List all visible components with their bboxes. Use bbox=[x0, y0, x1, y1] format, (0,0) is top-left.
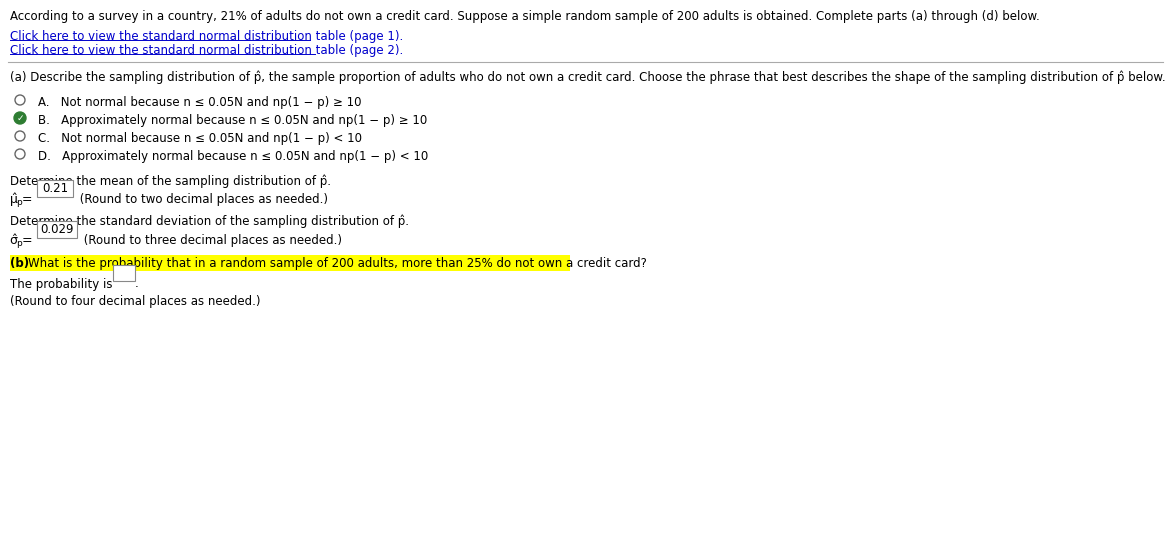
Text: σ̂ =: σ̂ = bbox=[11, 234, 33, 247]
Text: 0.21: 0.21 bbox=[42, 182, 68, 195]
Text: Determine the standard deviation of the sampling distribution of p̂.: Determine the standard deviation of the … bbox=[11, 215, 409, 229]
Text: μ̂ =: μ̂ = bbox=[11, 193, 33, 207]
FancyBboxPatch shape bbox=[37, 180, 73, 197]
Text: (Round to three decimal places as needed.): (Round to three decimal places as needed… bbox=[80, 234, 342, 247]
FancyBboxPatch shape bbox=[11, 255, 570, 271]
Text: (b): (b) bbox=[11, 257, 29, 270]
Text: What is the probability that in a random sample of 200 adults, more than 25% do : What is the probability that in a random… bbox=[28, 257, 646, 270]
Text: 0.029: 0.029 bbox=[40, 223, 74, 236]
Text: Click here to view the standard normal distribution table (page 1).: Click here to view the standard normal d… bbox=[11, 30, 403, 43]
Text: D.   Approximately normal because n ≤ 0.05N and np(1 − p) < 10: D. Approximately normal because n ≤ 0.05… bbox=[37, 150, 429, 163]
Text: .: . bbox=[135, 277, 138, 290]
Text: The probability is: The probability is bbox=[11, 278, 112, 291]
FancyBboxPatch shape bbox=[37, 221, 77, 238]
Text: A.   Not normal because n ≤ 0.05N and np(1 − p) ≥ 10: A. Not normal because n ≤ 0.05N and np(1… bbox=[37, 96, 362, 109]
Circle shape bbox=[14, 112, 26, 124]
Text: ✓: ✓ bbox=[16, 114, 23, 122]
Text: According to a survey in a country, 21% of adults do not own a credit card. Supp: According to a survey in a country, 21% … bbox=[11, 10, 1040, 23]
Text: (Round to four decimal places as needed.): (Round to four decimal places as needed.… bbox=[11, 295, 260, 308]
Text: (Round to two decimal places as needed.): (Round to two decimal places as needed.) bbox=[76, 193, 328, 206]
FancyBboxPatch shape bbox=[112, 265, 135, 281]
Text: C.   Not normal because n ≤ 0.05N and np(1 − p) < 10: C. Not normal because n ≤ 0.05N and np(1… bbox=[37, 132, 362, 145]
Text: Determine the mean of the sampling distribution of p̂.: Determine the mean of the sampling distr… bbox=[11, 174, 331, 187]
Text: (a) Describe the sampling distribution of p̂, the sample proportion of adults wh: (a) Describe the sampling distribution o… bbox=[11, 70, 1165, 84]
Text: Click here to view the standard normal distribution table (page 2).: Click here to view the standard normal d… bbox=[11, 44, 403, 57]
Text: p: p bbox=[16, 239, 22, 248]
Text: B.   Approximately normal because n ≤ 0.05N and np(1 − p) ≥ 10: B. Approximately normal because n ≤ 0.05… bbox=[37, 114, 427, 127]
Text: p: p bbox=[16, 198, 22, 207]
